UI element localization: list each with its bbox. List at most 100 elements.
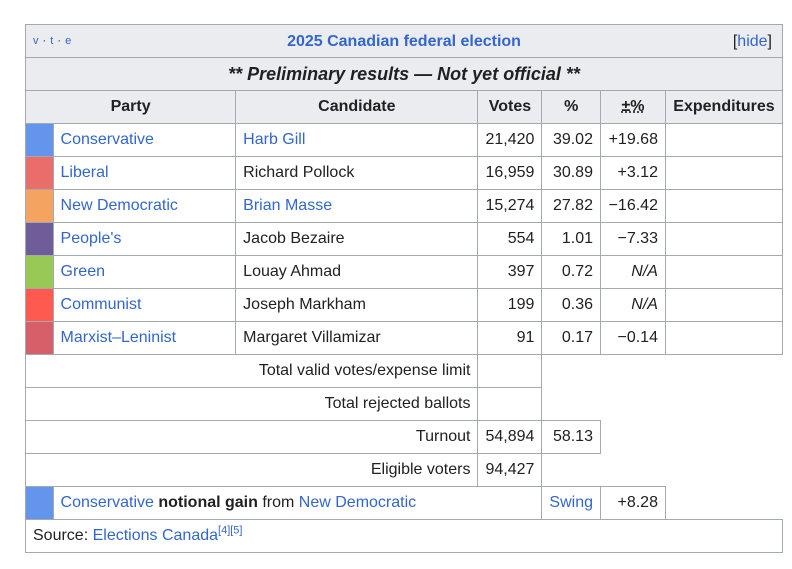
total-valid-label: Total valid votes/expense limit [24, 354, 479, 388]
view-template-link[interactable]: v [33, 35, 39, 47]
party-color-swatch [25, 222, 54, 256]
gain-from: from [262, 494, 295, 511]
result-row: Marxist–Leninist Margaret Villamizar 91 0.1… [25, 321, 784, 355]
candidate-name: Margaret Villamizar [243, 329, 381, 346]
party-cell: Communist [52, 288, 237, 322]
gain-text: Conservative notional gain from New Demo… [52, 486, 543, 520]
vte-links: v · t · e [33, 35, 72, 47]
party-cell: New Democratic [52, 189, 237, 223]
gain-row: Conservative notional gain from New Demo… [25, 486, 783, 520]
votes-cell: 16,959 [477, 156, 543, 190]
results-body: Conservative Harb Gill 21,420 39.02 +19.68 Li… [25, 123, 784, 355]
party-link[interactable]: Conservative [60, 131, 154, 148]
party-link[interactable]: Marxist–Leninist [60, 329, 177, 346]
candidate-link[interactable]: Harb Gill [243, 131, 306, 148]
total-rejected-label: Total rejected ballots [24, 387, 479, 421]
result-row: People's Jacob Bezaire 554 1.01 −7.33 [25, 222, 784, 256]
party-link[interactable]: New Democratic [60, 197, 178, 214]
candidate-cell: Brian Masse [235, 189, 479, 223]
source-cell: Source: Elections Canada[4][5] [25, 519, 783, 553]
expenditures-header: Expenditures [664, 90, 784, 124]
votes-cell: 15,274 [477, 189, 543, 223]
blank-cell [541, 453, 783, 487]
talk-template-link[interactable]: t [50, 35, 54, 47]
total-rejected-votes [477, 387, 543, 421]
result-row: Green Louay Ahmad 397 0.72 N/A [25, 255, 784, 289]
votes-cell: 397 [477, 255, 543, 289]
pct-header: % [541, 90, 601, 124]
party-cell: Marxist–Leninist [52, 321, 237, 355]
candidate-cell: Harb Gill [235, 123, 479, 157]
swing-cell: Swing [541, 486, 601, 520]
source-link[interactable]: Elections Canada [92, 527, 219, 544]
change-cell: −0.14 [599, 321, 666, 355]
expenditures-cell [664, 288, 784, 322]
eligible-votes: 94,427 [477, 453, 543, 487]
party-link[interactable]: Communist [60, 296, 142, 313]
turnout-pct: 58.13 [541, 420, 601, 454]
turnout-label: Turnout [24, 420, 479, 454]
blank-cell [664, 486, 783, 520]
result-row: New Democratic Brian Masse 15,274 27.82 −16.… [25, 189, 784, 223]
eligible-label: Eligible voters [24, 453, 479, 487]
ref-4-link[interactable]: [4] [218, 524, 231, 537]
party-header: Party [24, 90, 237, 124]
gain-party-link[interactable]: Conservative [60, 494, 154, 511]
party-color-swatch [25, 255, 54, 289]
expenditures-cell [664, 222, 784, 256]
candidate-cell: Joseph Markham [235, 288, 479, 322]
total-valid-votes [477, 354, 543, 388]
hide-toggle[interactable]: [hide] [732, 33, 772, 50]
party-link[interactable]: Green [60, 263, 105, 280]
expenditures-cell [664, 189, 784, 223]
candidate-name: Joseph Markham [243, 296, 366, 313]
votes-cell: 554 [477, 222, 543, 256]
total-rejected-row: Total rejected ballots [24, 387, 783, 421]
source-label: Source: [33, 527, 89, 544]
votes-cell: 199 [477, 288, 543, 322]
source-row: Source: Elections Canada[4][5] [25, 519, 783, 553]
swing-link[interactable]: Swing [549, 494, 593, 511]
party-cell: Liberal [52, 156, 237, 190]
party-link[interactable]: Liberal [60, 164, 109, 181]
gain-phrase: notional gain [158, 494, 258, 511]
swing-value: +8.28 [599, 486, 666, 520]
election-results-table: v · t · e 2025 Canadian federal election… [24, 24, 784, 553]
expenditures-cell [664, 123, 784, 157]
hide-link[interactable]: hide [737, 33, 768, 50]
gain-from-party-link[interactable]: New Democratic [298, 494, 417, 511]
preliminary-banner-row: ** Preliminary results — Not yet officia… [25, 57, 783, 91]
candidate-cell: Richard Pollock [235, 156, 479, 190]
change-cell: +19.68 [599, 123, 666, 157]
edit-template-link[interactable]: e [65, 35, 72, 47]
change-header-abbr[interactable]: ±% [621, 98, 645, 115]
pct-cell: 1.01 [541, 222, 601, 256]
blank-cell [599, 420, 783, 454]
party-color-swatch [25, 189, 54, 223]
change-cell: −16.42 [599, 189, 666, 223]
party-cell: People's [52, 222, 237, 256]
navbox-title-link[interactable]: 2025 Canadian federal election [287, 33, 521, 50]
result-row: Communist Joseph Markham 199 0.36 N/A [25, 288, 784, 322]
candidate-name: Jacob Bezaire [243, 230, 345, 247]
result-row: Liberal Richard Pollock 16,959 30.89 +3.12 [25, 156, 784, 190]
blank-cell [541, 354, 783, 421]
expenditures-cell [664, 255, 784, 289]
party-link[interactable]: People's [60, 230, 122, 247]
pct-cell: 27.82 [541, 189, 601, 223]
expenditures-cell [664, 156, 784, 190]
pct-cell: 0.17 [541, 321, 601, 355]
header-row: Party Candidate Votes % ±% Expenditures [24, 90, 784, 124]
change-header[interactable]: ±% [599, 90, 666, 124]
ref-5-link[interactable]: [5] [230, 524, 243, 537]
eligible-row: Eligible voters 94,427 [24, 453, 783, 487]
candidate-link[interactable]: Brian Masse [243, 197, 333, 214]
candidate-cell: Louay Ahmad [235, 255, 479, 289]
candidate-header: Candidate [235, 90, 479, 124]
expenditures-cell [664, 321, 784, 355]
candidate-name: Richard Pollock [243, 164, 355, 181]
pct-cell: 39.02 [541, 123, 601, 157]
turnout-votes: 54,894 [477, 420, 543, 454]
party-cell: Conservative [52, 123, 237, 157]
result-row: Conservative Harb Gill 21,420 39.02 +19.68 [25, 123, 784, 157]
